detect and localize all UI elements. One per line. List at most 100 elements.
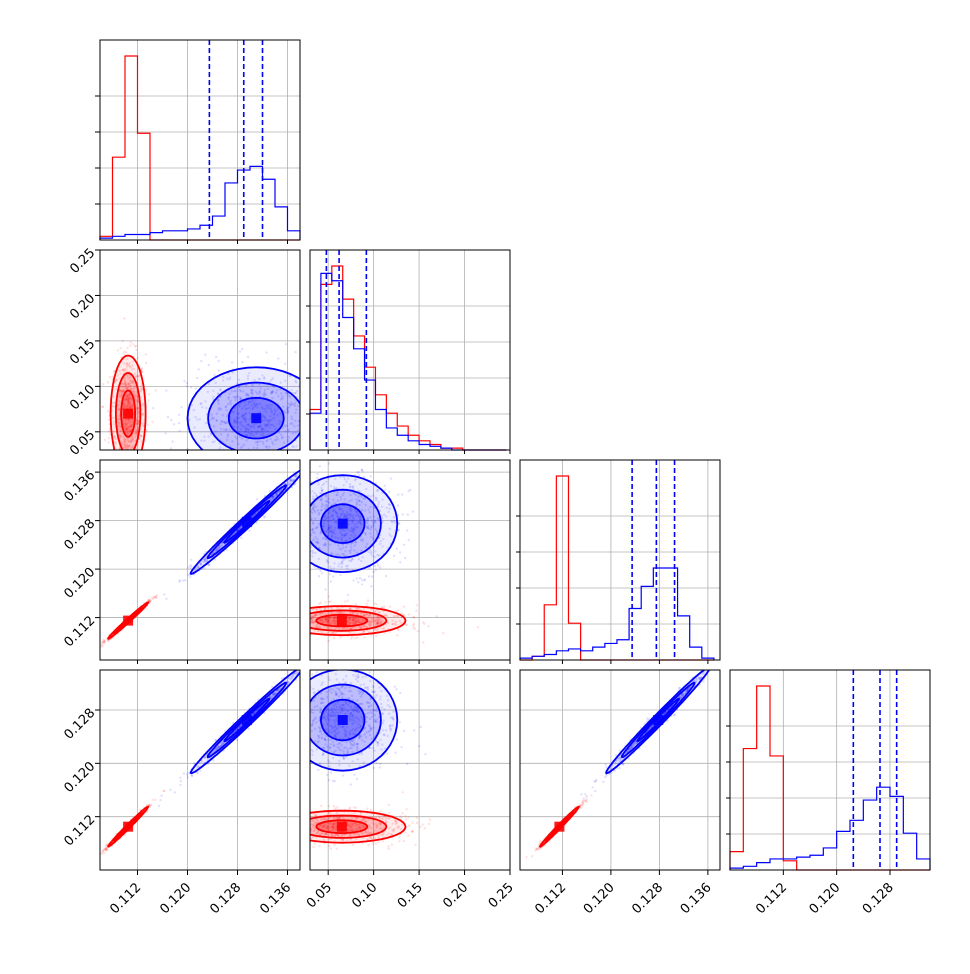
scatter-point [109,376,111,378]
scatter-point [101,850,103,852]
scatter-point [145,389,147,391]
scatter-point [305,535,307,537]
scatter-point [127,477,129,479]
scatter-point [307,623,309,625]
scatter-point [324,452,326,454]
scatter-point [312,444,314,446]
scatter-point [303,400,305,402]
scatter-point [108,437,110,439]
scatter-point [302,440,304,442]
scatter-point [215,356,217,358]
scatter-point [217,472,219,474]
scatter-point [315,454,317,456]
scatter-point [384,489,386,491]
scatter-point [153,596,155,598]
scatter-point [293,612,295,614]
scatter-point [336,426,338,428]
scatter-point [345,386,347,388]
scatter-point [165,598,167,600]
scatter-point [274,610,276,612]
scatter-point [270,456,272,458]
scatter-point [301,428,303,430]
scatter-point [304,541,306,543]
scatter-point [97,854,99,856]
scatter-point [102,383,104,385]
scatter-point [354,637,356,639]
scatter-point [294,456,296,458]
scatter-point [102,641,104,643]
scatter-point [328,463,330,465]
scatter-point [368,575,370,577]
scatter-point [132,466,134,468]
scatter-point [285,343,287,345]
scatter-point [171,440,173,442]
scatter-point [94,651,96,653]
scatter-point [306,612,308,614]
scatter-point [121,340,123,342]
scatter-point [107,486,109,488]
scatter-point [280,454,282,456]
scatter-point [190,386,192,388]
scatter-point [407,514,409,516]
scatter-point [311,359,313,361]
scatter-point [263,516,265,518]
scatter-point [350,637,352,639]
scatter-point [293,624,295,626]
scatter-point [148,393,150,395]
scatter-point [305,512,307,514]
scatter-point [152,799,154,801]
scatter-point [359,577,361,579]
scatter-point [305,434,307,436]
scatter-point [339,574,341,576]
scatter-point [332,392,334,394]
scatter-point [417,630,419,632]
scatter-point [305,521,307,523]
scatter-point [285,550,287,552]
scatter-point [126,453,128,455]
scatter-point [127,456,129,458]
scatter-point [255,478,257,480]
scatter-point [305,465,307,467]
scatter-point [276,626,278,628]
scatter-point [361,579,363,581]
scatter-point [120,453,122,455]
scatter-point [147,399,149,401]
scatter-point [303,366,305,368]
scatter-point [267,469,269,471]
scatter-point [304,627,306,629]
scatter-point [130,463,132,465]
scatter-point [208,489,210,491]
scatter-point [365,602,367,604]
scatter-point [442,632,444,634]
scatter-point [328,601,330,603]
scatter-point [361,583,363,585]
scatter-point [240,453,242,455]
scatter-point [292,453,294,455]
scatter-point [154,799,156,801]
scatter-point [218,370,220,372]
scatter-point [398,523,400,525]
scatter-point [296,621,298,623]
scatter-point [133,457,135,459]
scatter-point [301,396,303,398]
scatter-point [252,478,254,480]
scatter-point [145,362,147,364]
scatter-point [288,510,290,512]
scatter-point [133,465,135,467]
scatter-point [248,456,250,458]
scatter-point [129,345,131,347]
scatter-point [206,465,208,467]
scatter-point [264,634,266,636]
scatter-point [119,347,121,349]
scatter-point [307,538,309,540]
scatter-point [280,622,282,624]
scatter-point [115,465,117,467]
scatter-point [260,478,262,480]
scatter-point [333,422,335,424]
scatter-point [321,572,323,574]
scatter-point [181,461,183,463]
scatter-point [135,349,137,351]
scatter-point [307,617,309,619]
scatter-point [208,564,210,566]
scatter-point [280,624,282,626]
